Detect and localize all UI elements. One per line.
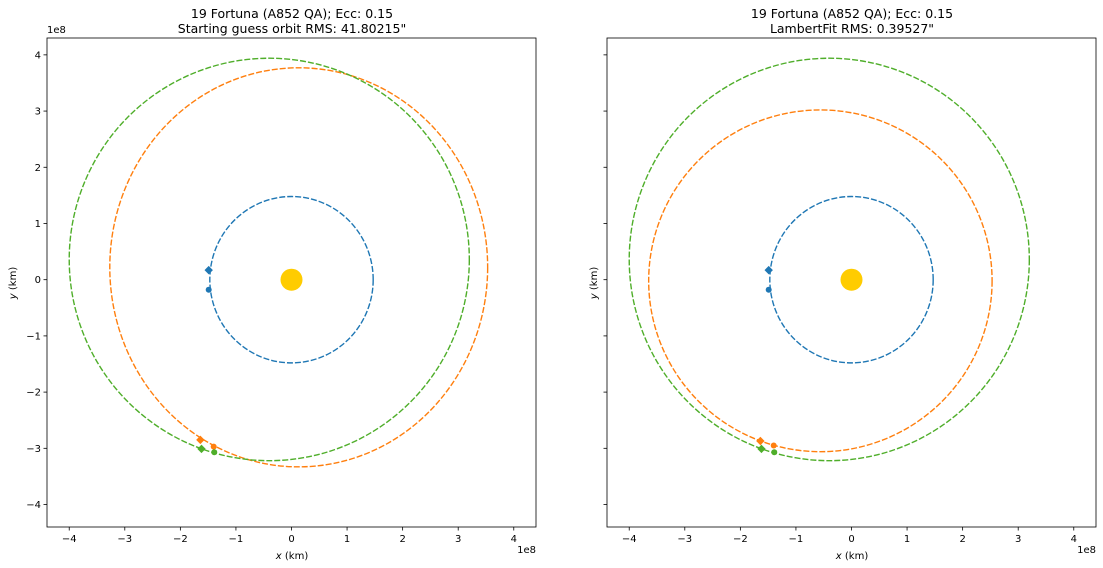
left-x-axis-unit: (km) [282, 551, 309, 562]
right-x-axis-label: x (km) [835, 551, 869, 562]
left-y-tick-label: 1 [35, 219, 41, 230]
right-x-tick-label: 1 [904, 534, 910, 545]
right-position-marker-circle [771, 449, 778, 456]
right-x-tick-label: −4 [622, 534, 637, 545]
left-x-tick-label: 1 [344, 534, 350, 545]
right-orbit-3 [628, 57, 1031, 462]
left-y-tick-label: −2 [26, 388, 41, 399]
right-x-axis-unit: (km) [842, 551, 869, 562]
right-x-tick-label: 4 [1071, 534, 1077, 545]
left-position-marker-circle [210, 443, 217, 450]
left-y-tick-label: −3 [26, 444, 41, 455]
right-x-tick-label: 0 [848, 534, 854, 545]
left-y-tick-label: −4 [26, 500, 41, 511]
right-position-marker-diamond [756, 436, 765, 446]
right-position-marker-circle [770, 442, 777, 449]
right-y-axis-unit: (km) [589, 267, 600, 294]
left-x-axis-var: x [275, 551, 282, 562]
left-x-tick-label: 2 [399, 534, 405, 545]
right-position-marker-diamond [757, 444, 766, 454]
right-sun-marker [840, 268, 863, 291]
left-position-marker-diamond [197, 444, 206, 454]
left-orbit-1 [209, 195, 374, 364]
left-x-axis-label: x (km) [275, 551, 309, 562]
left-series-layer [68, 57, 489, 468]
right-x-offset-text: 1e8 [1077, 545, 1096, 556]
left-x-offset-text: 1e8 [517, 545, 536, 556]
left-sun-marker [280, 268, 303, 291]
left-tick-layer: −4 −3 −2 −1 0 1 2 3 4 −4 −3 −2 −1 0 1 2 3 4 [26, 50, 517, 545]
left-x-tick-label: −3 [117, 534, 132, 545]
left-x-tick-label: −2 [173, 534, 188, 545]
right-orbit-1 [769, 195, 934, 364]
left-y-axis-var: y [8, 292, 19, 300]
left-y-axis-label: y (km) [8, 267, 19, 301]
right-orbit-plot: 19 Fortuna (A852 QA); Ecc: 0.15 LambertF… [589, 6, 1097, 562]
left-orbit-plot: 19 Fortuna (A852 QA); Ecc: 0.15 Starting… [8, 6, 537, 562]
left-y-tick-label: 4 [35, 50, 41, 61]
left-position-marker-diamond [196, 435, 205, 445]
right-y-axis-var: y [589, 292, 600, 300]
right-series-layer [628, 57, 1031, 462]
right-position-marker-diamond [764, 265, 773, 275]
left-x-tick-label: −1 [229, 534, 244, 545]
left-position-marker-diamond [204, 265, 213, 275]
right-title-line1: 19 Fortuna (A852 QA); Ecc: 0.15 [751, 6, 953, 21]
left-title-line2: Starting guess orbit RMS: 41.80215" [178, 21, 406, 36]
left-position-marker-circle [205, 286, 212, 293]
right-x-tick-label: −1 [789, 534, 804, 545]
right-x-tick-label: −3 [677, 534, 692, 545]
left-x-tick-label: −4 [62, 534, 77, 545]
left-orbit-2 [109, 67, 489, 468]
left-y-axis-unit: (km) [8, 267, 19, 294]
right-position-marker-circle [765, 286, 772, 293]
left-title-line1: 19 Fortuna (A852 QA); Ecc: 0.15 [191, 6, 393, 21]
right-orbit-2 [647, 109, 993, 453]
right-x-tick-label: 3 [1015, 534, 1021, 545]
right-x-axis-var: x [835, 551, 842, 562]
right-title-line2: LambertFit RMS: 0.39527" [770, 21, 934, 36]
right-y-axis-label: y (km) [589, 267, 600, 301]
left-y-tick-label: −1 [26, 331, 41, 342]
left-position-marker-circle [211, 449, 218, 456]
left-y-tick-label: 2 [35, 163, 41, 174]
right-tick-layer: −4 −3 −2 −1 0 1 2 3 4 [603, 54, 1077, 545]
left-x-tick-label: 0 [288, 534, 294, 545]
left-x-tick-label: 3 [455, 534, 461, 545]
left-x-tick-label: 4 [511, 534, 517, 545]
right-x-tick-label: 2 [959, 534, 965, 545]
right-x-tick-label: −2 [733, 534, 748, 545]
left-orbit-3 [68, 57, 471, 462]
left-y-tick-label: 0 [35, 275, 41, 286]
left-y-offset-text: 1e8 [47, 25, 66, 36]
left-y-tick-label: 3 [35, 107, 41, 118]
